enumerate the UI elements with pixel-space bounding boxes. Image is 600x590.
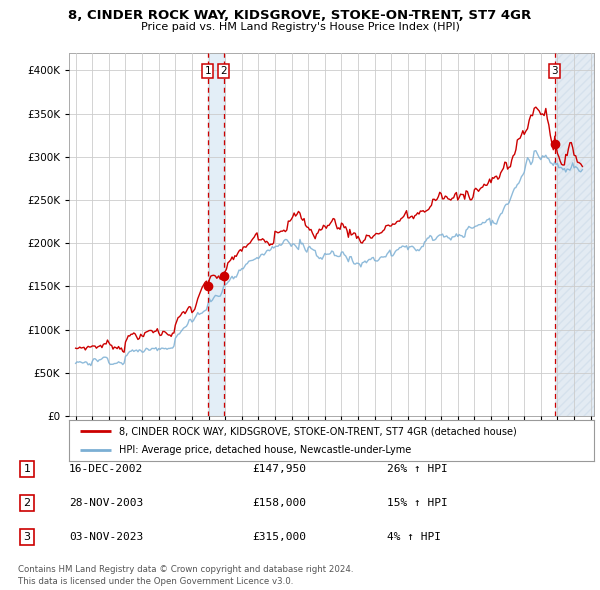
Text: Contains HM Land Registry data © Crown copyright and database right 2024.: Contains HM Land Registry data © Crown c… [18, 565, 353, 574]
Text: 15% ↑ HPI: 15% ↑ HPI [387, 498, 448, 507]
Text: 03-NOV-2023: 03-NOV-2023 [69, 532, 143, 542]
Text: £158,000: £158,000 [252, 498, 306, 507]
Text: 16-DEC-2002: 16-DEC-2002 [69, 464, 143, 474]
Text: 1: 1 [205, 66, 211, 76]
Bar [555, 53, 600, 416]
Text: 3: 3 [23, 532, 31, 542]
Text: 26% ↑ HPI: 26% ↑ HPI [387, 464, 448, 474]
Text: 8, CINDER ROCK WAY, KIDSGROVE, STOKE-ON-TRENT, ST7 4GR (detached house): 8, CINDER ROCK WAY, KIDSGROVE, STOKE-ON-… [119, 426, 517, 436]
Text: 3: 3 [551, 66, 558, 76]
Text: This data is licensed under the Open Government Licence v3.0.: This data is licensed under the Open Gov… [18, 577, 293, 586]
Text: Price paid vs. HM Land Registry's House Price Index (HPI): Price paid vs. HM Land Registry's House … [140, 22, 460, 32]
Text: 1: 1 [23, 464, 31, 474]
Text: 4% ↑ HPI: 4% ↑ HPI [387, 532, 441, 542]
Text: 8, CINDER ROCK WAY, KIDSGROVE, STOKE-ON-TRENT, ST7 4GR: 8, CINDER ROCK WAY, KIDSGROVE, STOKE-ON-… [68, 9, 532, 22]
Text: 2: 2 [23, 498, 31, 507]
Text: £147,950: £147,950 [252, 464, 306, 474]
Text: 28-NOV-2003: 28-NOV-2003 [69, 498, 143, 507]
Text: 2: 2 [220, 66, 227, 76]
Bar [555, 53, 600, 416]
Text: £315,000: £315,000 [252, 532, 306, 542]
Text: HPI: Average price, detached house, Newcastle-under-Lyme: HPI: Average price, detached house, Newc… [119, 445, 411, 455]
Bar [208, 53, 224, 416]
